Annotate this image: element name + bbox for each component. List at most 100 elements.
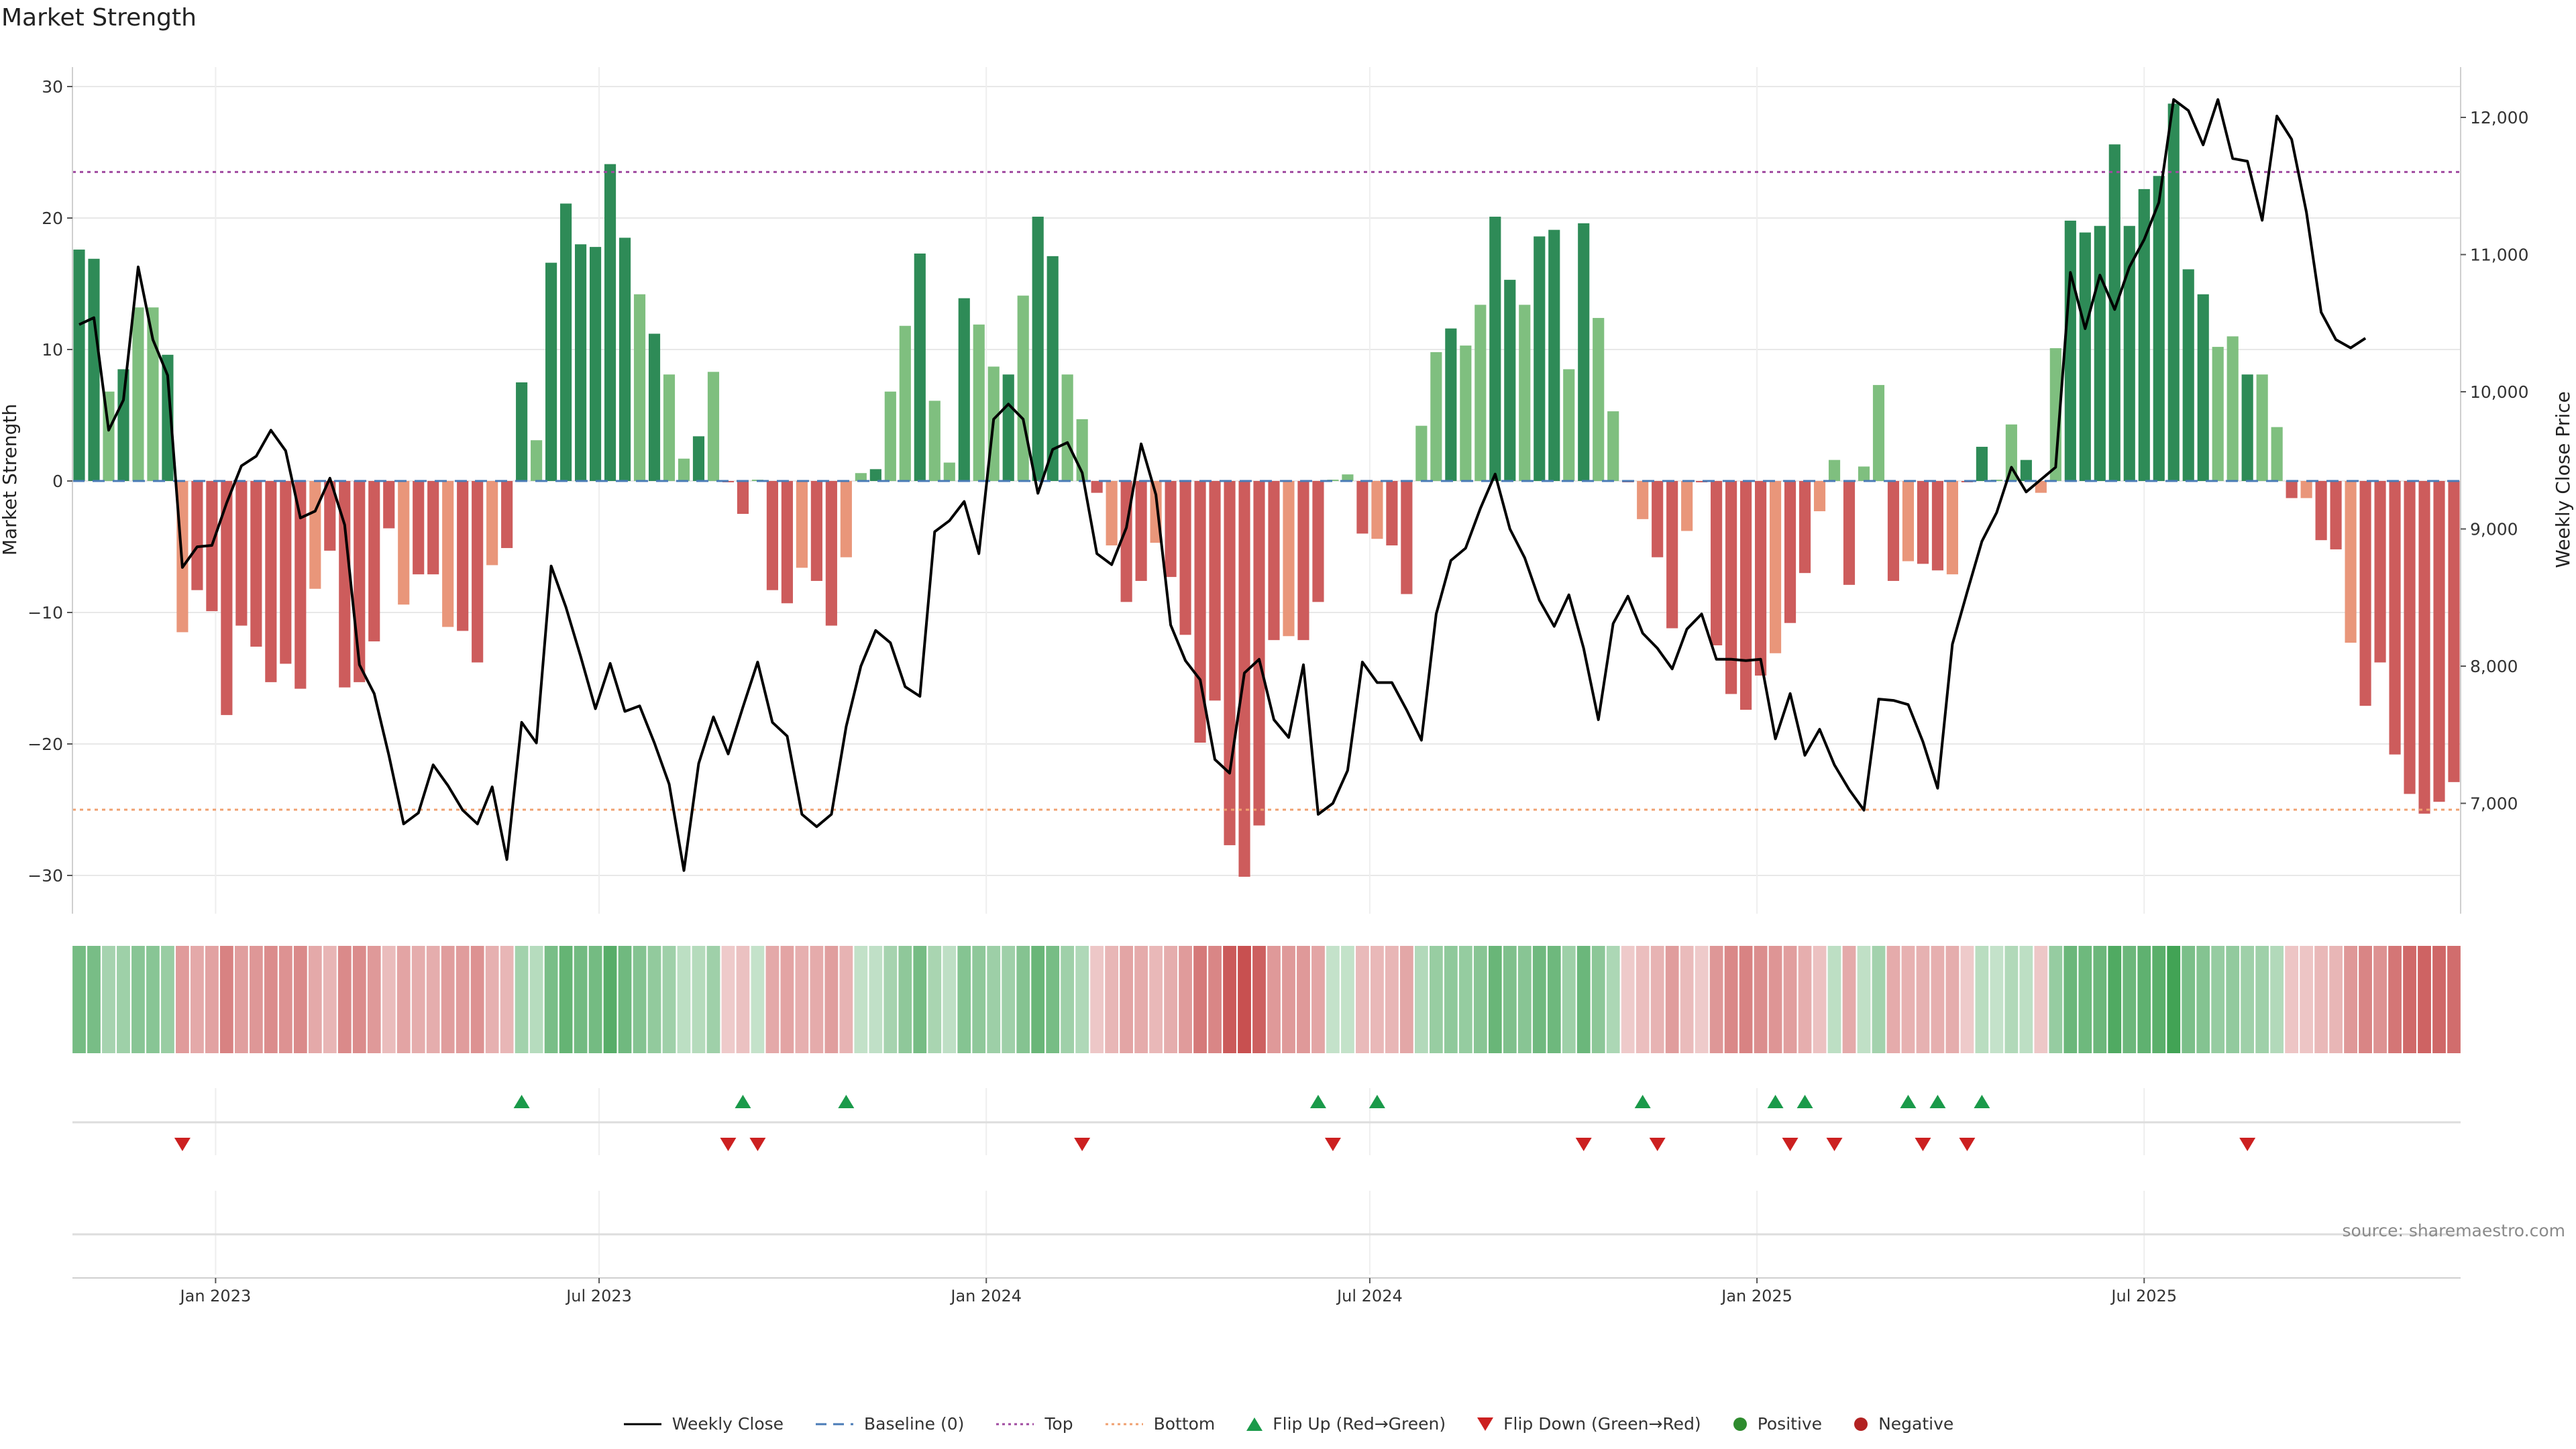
heat-cell bbox=[662, 946, 676, 1053]
legend-negative: Negative bbox=[1853, 1414, 1953, 1434]
strength-bar bbox=[1224, 481, 1236, 845]
heat-cell bbox=[987, 946, 1001, 1053]
heat-cell bbox=[1547, 946, 1561, 1053]
left-tick-label: −20 bbox=[28, 735, 63, 754]
heat-cell bbox=[102, 946, 115, 1053]
strength-bar bbox=[1106, 481, 1118, 546]
flip-up-marker bbox=[1974, 1095, 1990, 1108]
strength-bar bbox=[1931, 481, 1944, 571]
heat-cell bbox=[854, 946, 868, 1053]
weekly-close-line bbox=[78, 98, 2367, 872]
flip-up-marker bbox=[1368, 1095, 1385, 1108]
strength-bar bbox=[1002, 374, 1014, 481]
heat-cell bbox=[795, 946, 809, 1053]
strength-bar bbox=[2079, 232, 2091, 481]
heat-cell bbox=[1046, 946, 1060, 1053]
strength-heat-strip bbox=[72, 946, 2461, 1053]
heat-cell bbox=[2359, 946, 2372, 1053]
heat-cell bbox=[972, 946, 986, 1053]
strength-bar bbox=[2197, 294, 2209, 481]
heat-cell bbox=[1016, 946, 1030, 1053]
flip-down-marker bbox=[749, 1138, 766, 1151]
heat-cell bbox=[1591, 946, 1605, 1053]
strength-bar bbox=[132, 307, 144, 481]
heat-cell bbox=[2241, 946, 2255, 1053]
heat-cell bbox=[559, 946, 573, 1053]
heat-cell bbox=[1282, 946, 1295, 1053]
heat-cell bbox=[780, 946, 794, 1053]
strength-bar bbox=[1430, 352, 1442, 481]
heat-cell bbox=[352, 946, 366, 1053]
y-axis-label-left: Market Strength bbox=[0, 404, 21, 555]
legend-baseline: Baseline (0) bbox=[814, 1414, 964, 1434]
heat-cell bbox=[1562, 946, 1576, 1053]
heat-cell bbox=[2093, 946, 2107, 1053]
heat-cell bbox=[219, 946, 233, 1053]
legend-label: Baseline (0) bbox=[864, 1414, 965, 1434]
right-tick-label: 11,000 bbox=[2470, 246, 2528, 265]
triangle-down-icon bbox=[1477, 1417, 1494, 1431]
strength-bar bbox=[1032, 217, 1044, 481]
heat-cell bbox=[1075, 946, 1089, 1053]
heat-cell bbox=[2108, 946, 2122, 1053]
heat-cell bbox=[1458, 946, 1472, 1053]
left-tick-label: 0 bbox=[52, 472, 63, 491]
strength-bar bbox=[2094, 225, 2106, 481]
flip-down-marker bbox=[2239, 1138, 2256, 1151]
flip-up-marker bbox=[1900, 1095, 1917, 1108]
flip-down-marker bbox=[1324, 1138, 1341, 1151]
strength-bar bbox=[1740, 481, 1752, 710]
strength-bar bbox=[2020, 460, 2032, 481]
strength-bar bbox=[531, 440, 543, 481]
heat-cell bbox=[1695, 946, 1709, 1053]
strength-bar bbox=[2138, 189, 2150, 481]
right-tick-label: 8,000 bbox=[2470, 657, 2518, 676]
right-tick-label: 9,000 bbox=[2470, 520, 2518, 539]
left-tick-label: −30 bbox=[28, 866, 63, 885]
legend-label: Weekly Close bbox=[672, 1414, 784, 1434]
strength-bar bbox=[117, 369, 129, 481]
x-tick-label: Jan 2025 bbox=[1720, 1287, 1792, 1305]
strength-bar bbox=[796, 481, 808, 568]
strength-bar bbox=[1813, 481, 1826, 512]
flip-up-marker bbox=[1309, 1095, 1326, 1108]
left-tick-label: 30 bbox=[42, 77, 63, 97]
heat-cell bbox=[2167, 946, 2181, 1053]
strength-bar bbox=[619, 237, 631, 481]
strength-bar bbox=[2359, 481, 2371, 706]
heat-cell bbox=[1709, 946, 1723, 1053]
strength-bar bbox=[457, 481, 469, 631]
heat-cell bbox=[1164, 946, 1177, 1053]
heat-cell bbox=[2388, 946, 2402, 1053]
heat-cell bbox=[721, 946, 735, 1053]
strength-bar bbox=[516, 382, 528, 481]
strength-bar bbox=[2123, 225, 2135, 481]
heat-cell bbox=[1931, 946, 1945, 1053]
flip-down-marker bbox=[174, 1138, 191, 1151]
strength-bar bbox=[810, 481, 822, 581]
heat-cell bbox=[824, 946, 839, 1053]
legend-label: Positive bbox=[1757, 1414, 1823, 1434]
heat-cell bbox=[500, 946, 514, 1053]
heat-cell bbox=[1606, 946, 1620, 1053]
strength-bar bbox=[235, 481, 248, 626]
heat-cell bbox=[1650, 946, 1664, 1053]
strength-bar bbox=[1401, 481, 1413, 594]
strength-bar bbox=[1887, 481, 1900, 581]
strength-bar bbox=[2108, 144, 2121, 482]
triangle-up-icon bbox=[1246, 1417, 1263, 1431]
heat-cell bbox=[1488, 946, 1502, 1053]
right-tick-label: 7,000 bbox=[2470, 794, 2518, 814]
heat-cell bbox=[455, 946, 470, 1053]
legend-label: Bottom bbox=[1153, 1414, 1216, 1434]
dotted-line-swatch-icon bbox=[1105, 1423, 1143, 1425]
strength-bar bbox=[2315, 481, 2327, 541]
heat-cell bbox=[1385, 946, 1399, 1053]
heat-cell bbox=[1783, 946, 1797, 1053]
legend-label: Flip Up (Red→Green) bbox=[1273, 1414, 1446, 1434]
strength-bar bbox=[398, 481, 410, 605]
heat-cell bbox=[692, 946, 706, 1053]
strength-bar bbox=[368, 481, 380, 642]
heat-cell bbox=[337, 946, 352, 1053]
